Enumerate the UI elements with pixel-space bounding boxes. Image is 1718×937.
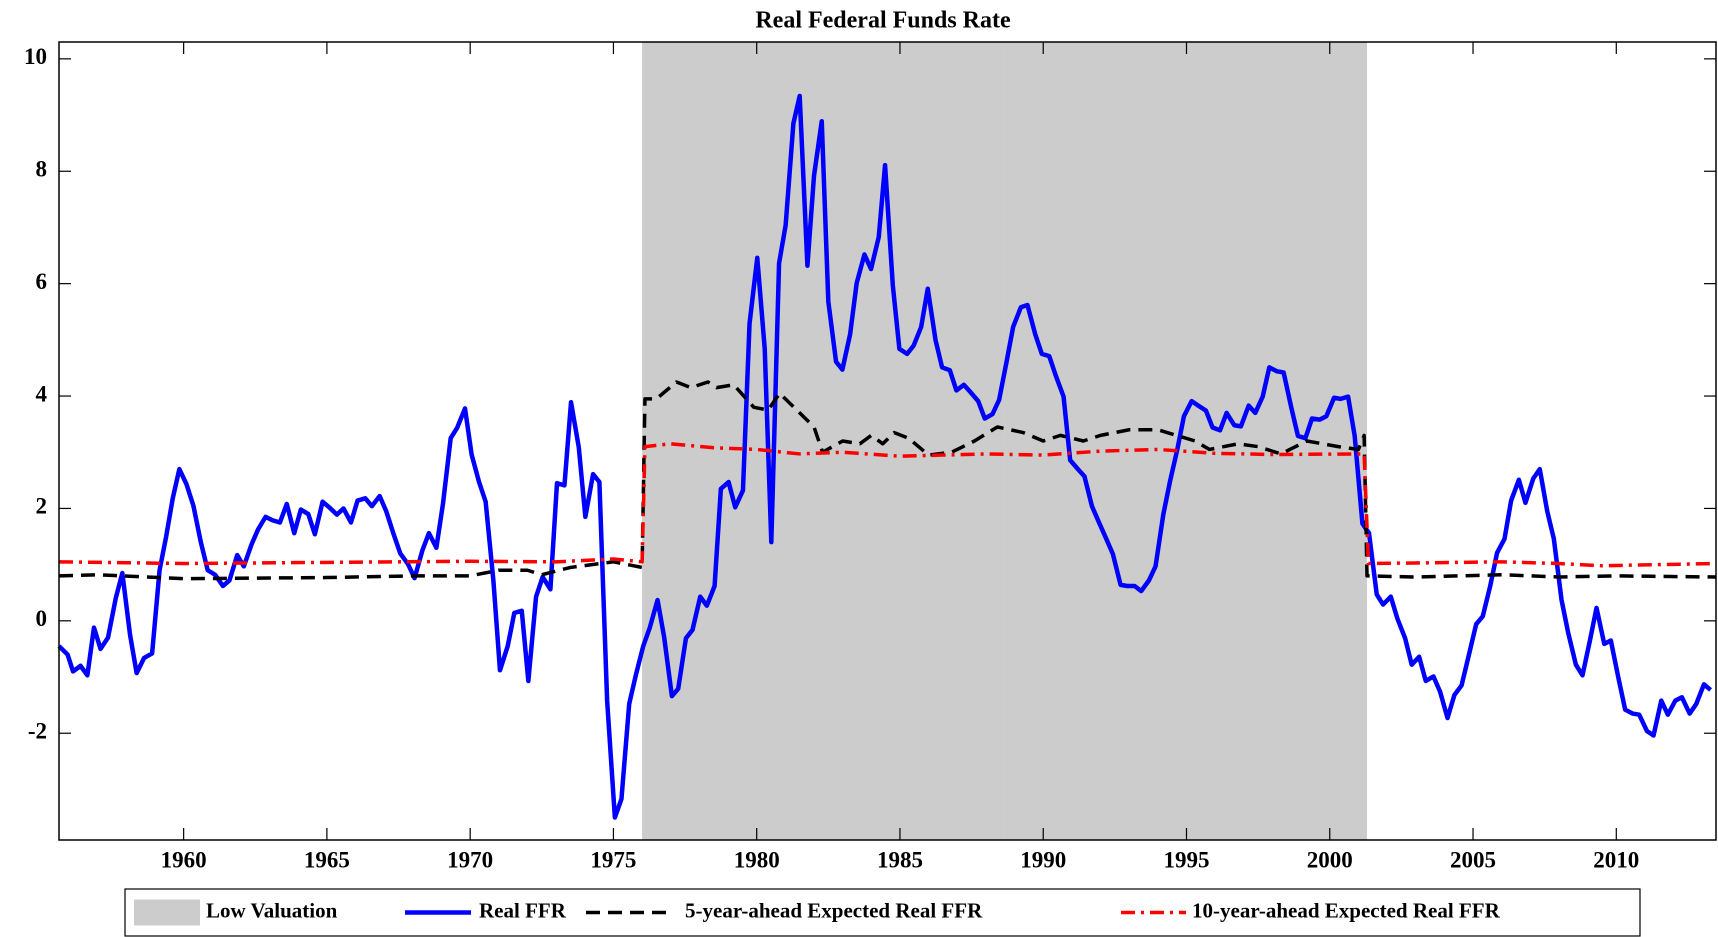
y-tick-label: 10 [24, 44, 47, 69]
chart-title: Real Federal Funds Rate [755, 8, 1011, 34]
y-tick-label: 0 [36, 606, 48, 631]
y-tick-label: 6 [36, 269, 48, 294]
series-line [58, 380, 1717, 581]
y-tick-label: 8 [36, 157, 48, 182]
x-tick-label: 2005 [1450, 847, 1496, 872]
series-line [57, 93, 1713, 820]
x-tick-label: 2000 [1307, 847, 1353, 872]
plot-frame [58, 41, 1717, 841]
x-tick-label: 1985 [877, 847, 923, 872]
x-tick-label: 1970 [447, 847, 493, 872]
y-tick-label: 4 [36, 381, 48, 406]
y-tick-label: -2 [28, 719, 47, 744]
x-tick-label: 1980 [734, 847, 780, 872]
x-tick-label: 1975 [590, 847, 636, 872]
series-line [58, 442, 1717, 568]
x-tick-label: 1965 [304, 847, 350, 872]
legend-label: 10-year-ahead Expected Real FFR [1192, 898, 1501, 922]
legend-swatch [134, 899, 200, 926]
y-tick-label: 2 [36, 494, 48, 519]
x-tick-label: 1990 [1020, 847, 1066, 872]
legend-label: Low Valuation [206, 898, 338, 922]
legend-label: Real FFR [479, 898, 567, 922]
x-tick-label: 1995 [1163, 847, 1209, 872]
legend-label: 5-year-ahead Expected Real FFR [685, 898, 983, 922]
x-tick-label: 2010 [1593, 847, 1639, 872]
x-tick-label: 1960 [161, 847, 207, 872]
legend-box [124, 888, 1641, 937]
